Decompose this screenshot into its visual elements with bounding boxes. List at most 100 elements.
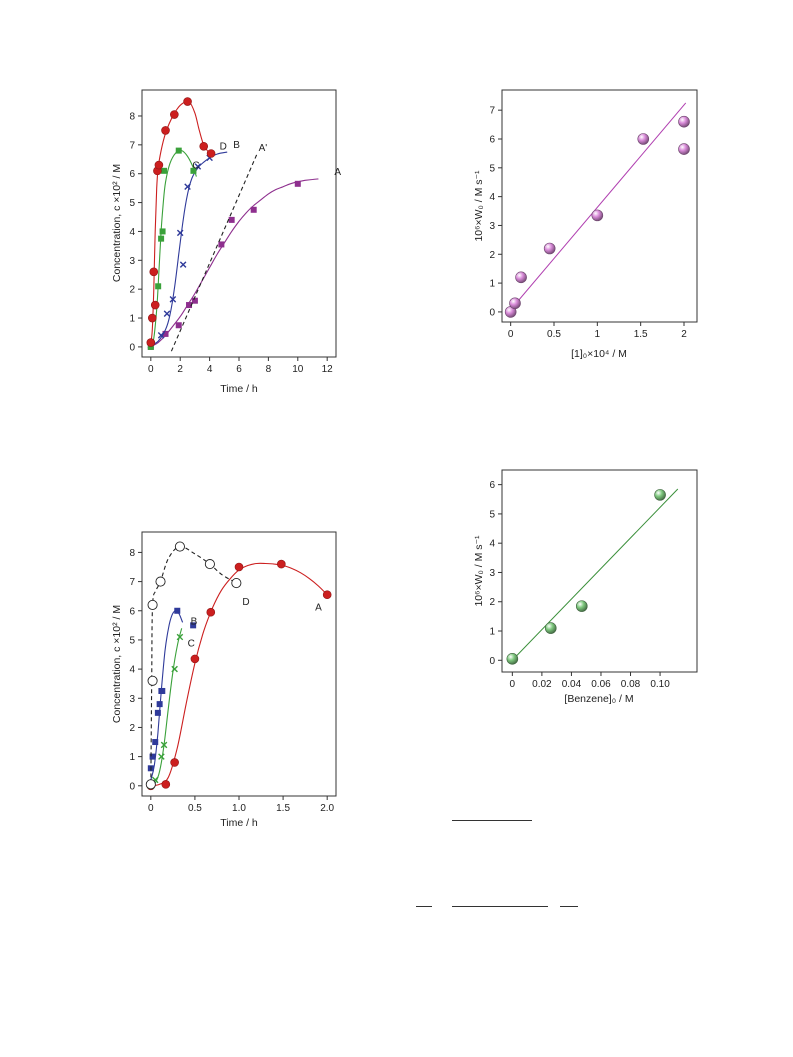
- y-tick-label: 6: [489, 134, 495, 145]
- data-point: [158, 235, 165, 242]
- data-point: [147, 343, 154, 350]
- data-point: [206, 149, 216, 158]
- series-D: D: [146, 97, 227, 347]
- data-point: [159, 228, 166, 235]
- y-tick-label: 0: [129, 781, 135, 792]
- data-point: [174, 541, 185, 552]
- y-tick-label: 2: [129, 723, 135, 734]
- data-point: [145, 779, 156, 790]
- data-point: [162, 330, 169, 337]
- series-label: A': [259, 143, 268, 154]
- x-axis-label: Time / h: [220, 817, 258, 829]
- y-axis-label: 10⁶×W₀ / M s⁻¹: [473, 535, 485, 607]
- data-point: [158, 753, 165, 760]
- fit-curve: [150, 100, 211, 343]
- y-tick-label: 5: [489, 163, 495, 174]
- x-tick-label: 12: [322, 364, 334, 375]
- fraction-rule: [416, 906, 432, 907]
- data-point: [231, 577, 242, 589]
- x-tick-label: 1.0: [232, 803, 246, 814]
- data-point: [154, 709, 161, 716]
- data-point: [190, 622, 197, 629]
- y-tick-label: 2: [489, 250, 495, 261]
- data-point: [155, 576, 166, 587]
- fit-curve: [170, 154, 258, 352]
- data-point: [170, 110, 179, 119]
- data-point: [176, 229, 184, 237]
- y-tick-label: 0: [489, 307, 495, 318]
- y-tick-label: 1: [489, 279, 495, 290]
- data-point: [161, 126, 170, 135]
- series-label: A: [315, 603, 322, 614]
- y-tick-label: 6: [489, 480, 495, 491]
- data-point: [204, 559, 215, 570]
- plot-frame: [501, 469, 698, 673]
- fit-curve: [150, 149, 197, 348]
- data-point: [506, 653, 519, 665]
- x-tick-label: 0.04: [562, 679, 582, 690]
- fit-curve: [150, 628, 183, 787]
- series-D: D: [145, 541, 250, 790]
- y-tick-label: 5: [489, 509, 495, 520]
- y-tick-label: 4: [489, 539, 495, 550]
- x-tick-label: 1: [595, 329, 601, 340]
- data-point: [161, 167, 168, 174]
- data-point: [160, 741, 168, 749]
- data-point: [544, 622, 557, 634]
- fit-curve: [150, 178, 319, 348]
- y-axis-label: Concentration, c ×10² / M: [111, 164, 123, 282]
- data-point: [294, 180, 301, 187]
- series-label: B: [233, 140, 240, 151]
- y-tick-label: 3: [129, 256, 135, 267]
- data-point: [156, 701, 163, 708]
- data-point: [161, 780, 171, 789]
- y-tick-label: 7: [129, 140, 135, 151]
- data-point: [191, 297, 198, 304]
- x-tick-label: 2: [681, 329, 687, 340]
- fraction-rule: [452, 906, 548, 907]
- data-point: [190, 654, 200, 664]
- data-point: [147, 599, 158, 610]
- data-point: [190, 167, 197, 174]
- x-tick-label: 0: [510, 679, 516, 690]
- data-point: [152, 739, 159, 746]
- x-tick-label: 0.06: [591, 679, 611, 690]
- data-point: [147, 313, 157, 323]
- data-point: [183, 97, 192, 106]
- data-point: [154, 160, 164, 170]
- data-point: [591, 209, 604, 222]
- x-tick-label: 1.5: [634, 329, 648, 340]
- x-axis-label: [1]₀×10⁴ / M: [571, 348, 627, 360]
- y-tick-label: 6: [129, 606, 135, 617]
- y-tick-label: 5: [129, 198, 135, 209]
- data-point: [575, 600, 588, 612]
- data-point: [149, 267, 159, 277]
- data-point: [509, 297, 521, 310]
- x-tick-label: 0.08: [621, 679, 641, 690]
- y-axis-label: 10⁶×W₀ / M s⁻¹: [473, 170, 485, 242]
- data-point: [637, 133, 650, 145]
- data-point: [186, 302, 193, 309]
- y-axis-label: Concentration, c ×10² / M: [111, 605, 123, 723]
- data-point: [218, 241, 225, 248]
- x-tick-label: 10: [292, 364, 304, 375]
- data-point: [199, 141, 209, 151]
- data-point: [277, 559, 286, 569]
- series-label: A: [334, 167, 341, 178]
- y-tick-label: 4: [129, 227, 135, 238]
- x-tick-label: 4: [207, 364, 213, 375]
- series-0: [504, 102, 690, 318]
- data-point: [678, 115, 690, 128]
- data-point: [234, 562, 244, 572]
- data-point: [543, 242, 556, 255]
- x-axis-label: Time / h: [220, 383, 258, 395]
- fit-line: [505, 102, 687, 316]
- fraction-rule: [560, 906, 578, 907]
- x-tick-label: 0: [148, 364, 154, 375]
- x-tick-label: 1.5: [276, 803, 290, 814]
- y-tick-label: 3: [489, 221, 495, 232]
- series-label: D: [242, 597, 249, 608]
